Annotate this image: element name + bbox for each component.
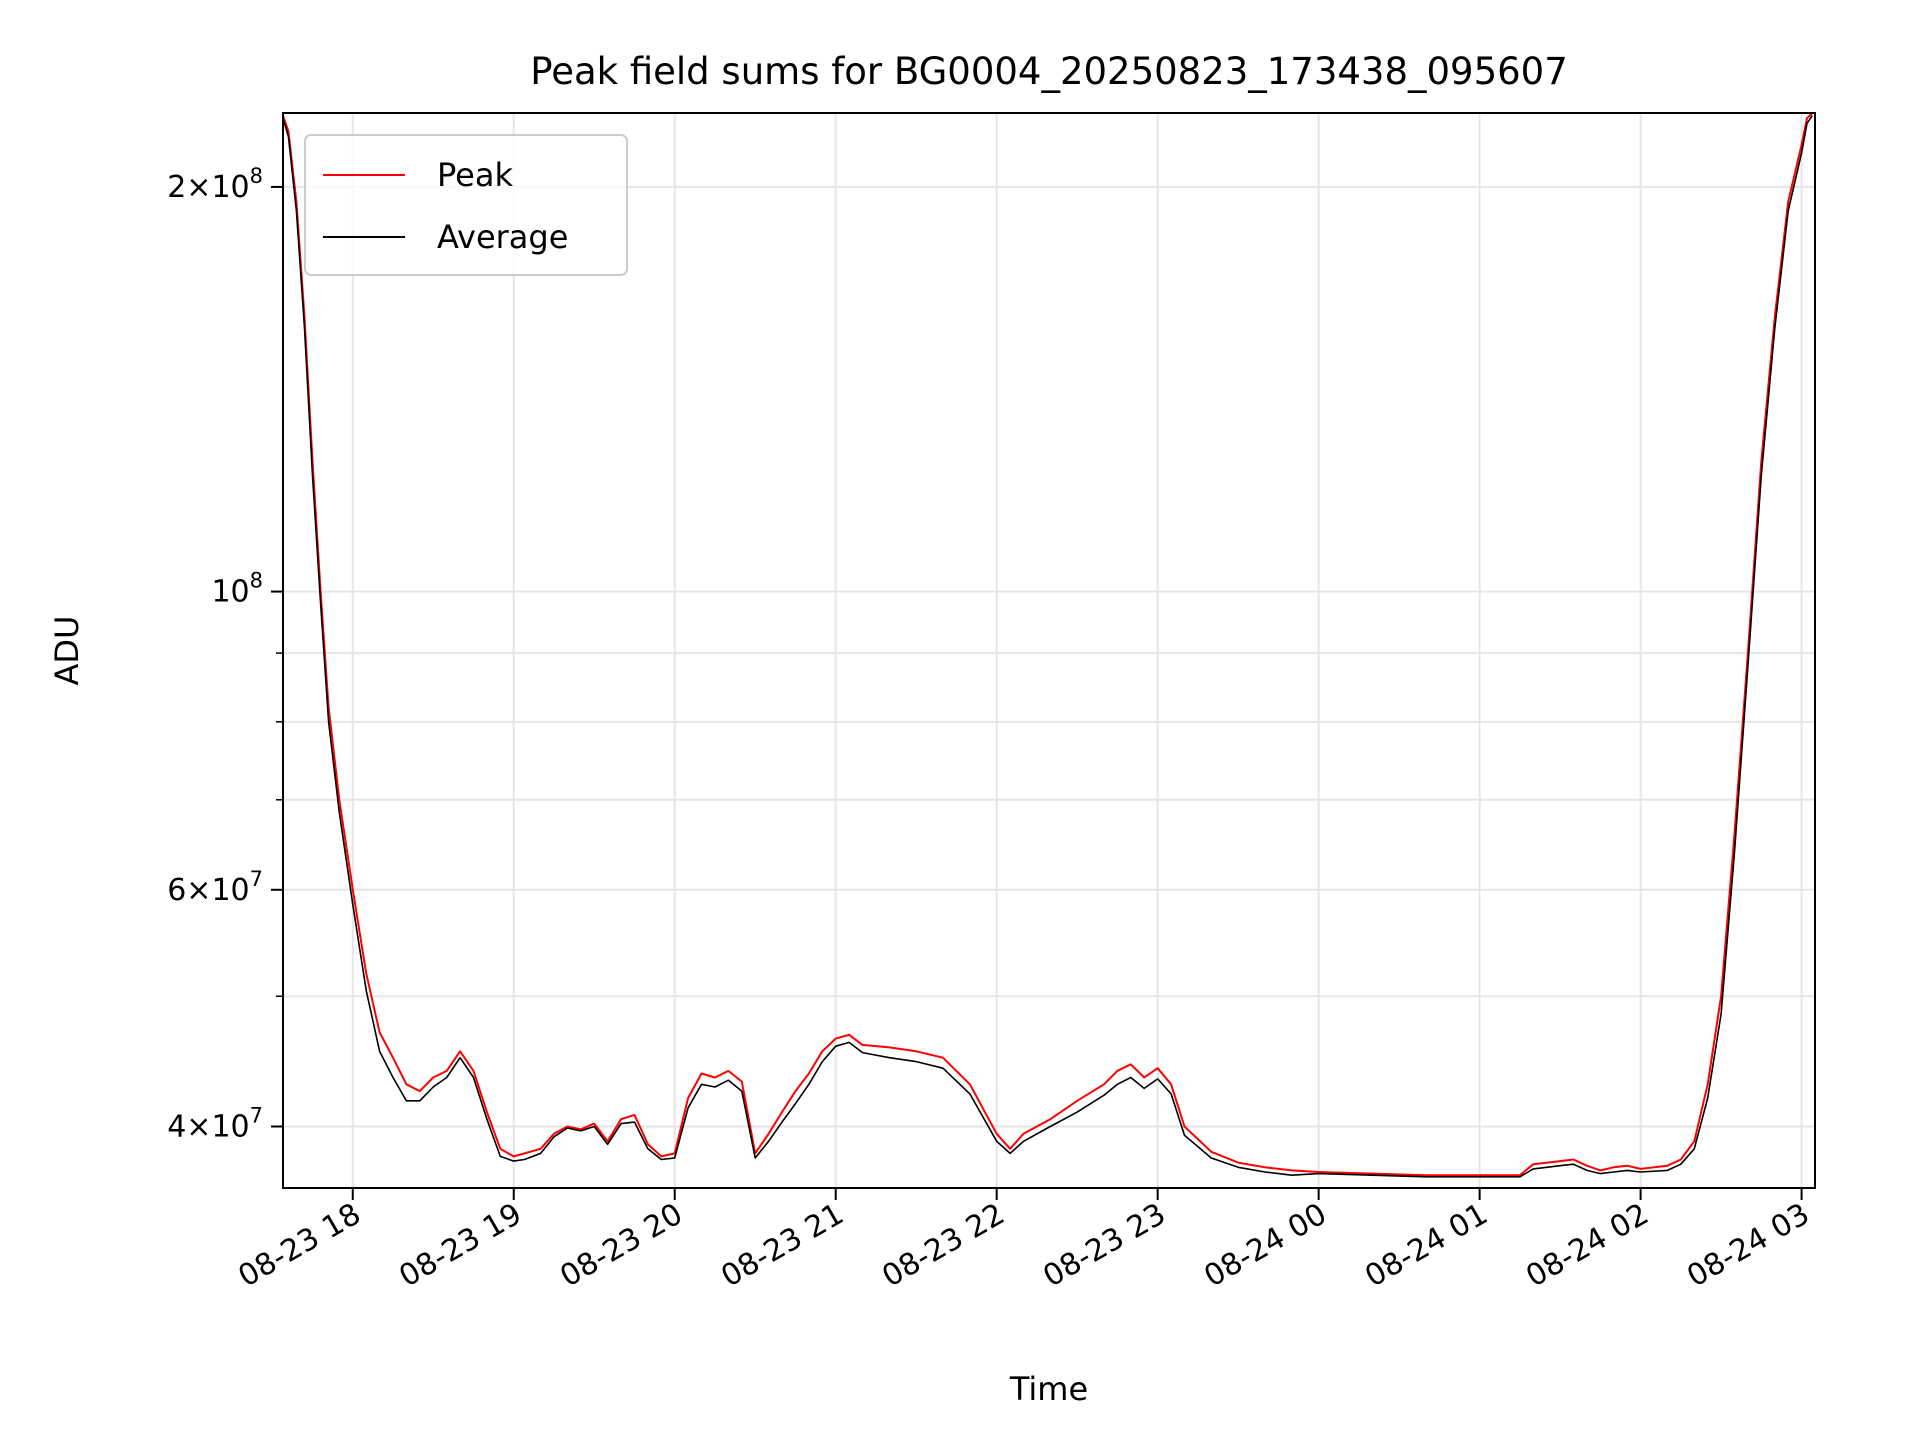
y-tick-label: 2×108 bbox=[167, 164, 263, 205]
x-axis-label: Time bbox=[1009, 1370, 1088, 1408]
series-layer bbox=[283, 113, 1814, 1178]
series-line-peak bbox=[283, 113, 1814, 1177]
legend-box bbox=[304, 134, 628, 276]
y-axis-label: ADU bbox=[48, 616, 86, 686]
y-tick-label: 6×107 bbox=[167, 867, 263, 908]
legend: Peak Average bbox=[304, 134, 628, 276]
legend-label: Average bbox=[437, 218, 568, 256]
axes-frame bbox=[282, 112, 1816, 1189]
y-tick-label: 4×107 bbox=[167, 1103, 263, 1144]
chart-title: Peak field sums for BG0004_20250823_1734… bbox=[530, 50, 1568, 93]
legend-label: Peak bbox=[437, 156, 513, 194]
series-line-average bbox=[283, 115, 1813, 1178]
y-tick-label: 108 bbox=[211, 569, 263, 610]
